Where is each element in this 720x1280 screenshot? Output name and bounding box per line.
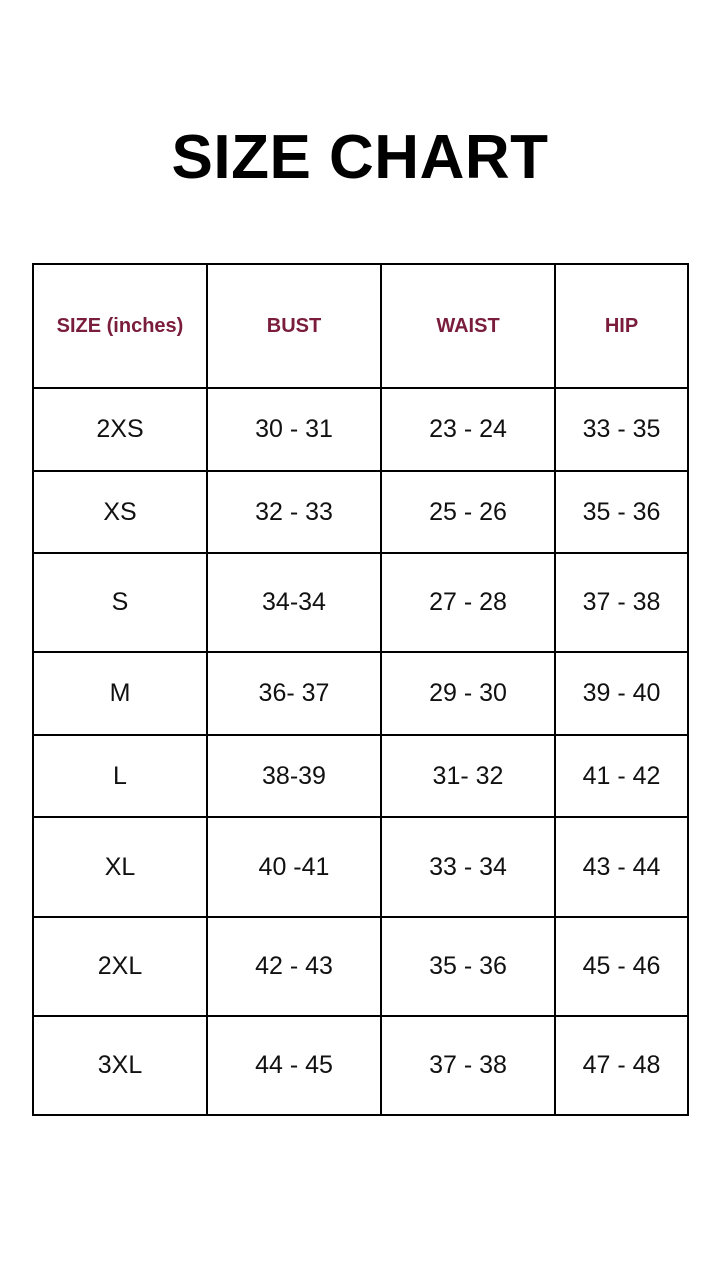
cell-hip: 47 - 48 (554, 1015, 689, 1116)
header-bust: BUST (206, 263, 382, 389)
cell-size: L (32, 734, 208, 818)
cell-size: 2XS (32, 387, 208, 472)
header-hip: HIP (554, 263, 689, 389)
cell-hip: 35 - 36 (554, 470, 689, 554)
cell-bust: 42 - 43 (206, 916, 382, 1017)
size-chart-table: SIZE (inches) BUST WAIST HIP 2XS 30 - 31 2… (32, 263, 689, 1116)
table-row: 2XL 42 - 43 35 - 36 45 - 46 (32, 916, 689, 1017)
table-row: S 34-34 27 - 28 37 - 38 (32, 552, 689, 653)
header-size: SIZE (inches) (32, 263, 208, 389)
cell-bust: 40 -41 (206, 816, 382, 918)
cell-bust: 44 - 45 (206, 1015, 382, 1116)
cell-hip: 39 - 40 (554, 651, 689, 736)
cell-size: S (32, 552, 208, 653)
cell-waist: 27 - 28 (380, 552, 556, 653)
header-row: SIZE (inches) BUST WAIST HIP (32, 263, 689, 389)
cell-size: XS (32, 470, 208, 554)
cell-waist: 37 - 38 (380, 1015, 556, 1116)
cell-hip: 37 - 38 (554, 552, 689, 653)
cell-bust: 32 - 33 (206, 470, 382, 554)
cell-bust: 38-39 (206, 734, 382, 818)
cell-waist: 35 - 36 (380, 916, 556, 1017)
cell-waist: 29 - 30 (380, 651, 556, 736)
cell-waist: 23 - 24 (380, 387, 556, 472)
cell-hip: 33 - 35 (554, 387, 689, 472)
cell-size: 3XL (32, 1015, 208, 1116)
table-row: 3XL 44 - 45 37 - 38 47 - 48 (32, 1015, 689, 1116)
page-title: SIZE CHART (171, 123, 549, 192)
cell-bust: 30 - 31 (206, 387, 382, 472)
table-row: L 38-39 31- 32 41 - 42 (32, 734, 689, 818)
cell-size: 2XL (32, 916, 208, 1017)
cell-size: XL (32, 816, 208, 918)
cell-hip: 43 - 44 (554, 816, 689, 918)
cell-waist: 31- 32 (380, 734, 556, 818)
cell-bust: 34-34 (206, 552, 382, 653)
cell-waist: 33 - 34 (380, 816, 556, 918)
table-row: M 36- 37 29 - 30 39 - 40 (32, 651, 689, 736)
cell-waist: 25 - 26 (380, 470, 556, 554)
table-row: 2XS 30 - 31 23 - 24 33 - 35 (32, 387, 689, 472)
cell-size: M (32, 651, 208, 736)
table-row: XS 32 - 33 25 - 26 35 - 36 (32, 470, 689, 554)
cell-hip: 45 - 46 (554, 916, 689, 1017)
cell-hip: 41 - 42 (554, 734, 689, 818)
cell-bust: 36- 37 (206, 651, 382, 736)
table-row: XL 40 -41 33 - 34 43 - 44 (32, 816, 689, 918)
header-waist: WAIST (380, 263, 556, 389)
